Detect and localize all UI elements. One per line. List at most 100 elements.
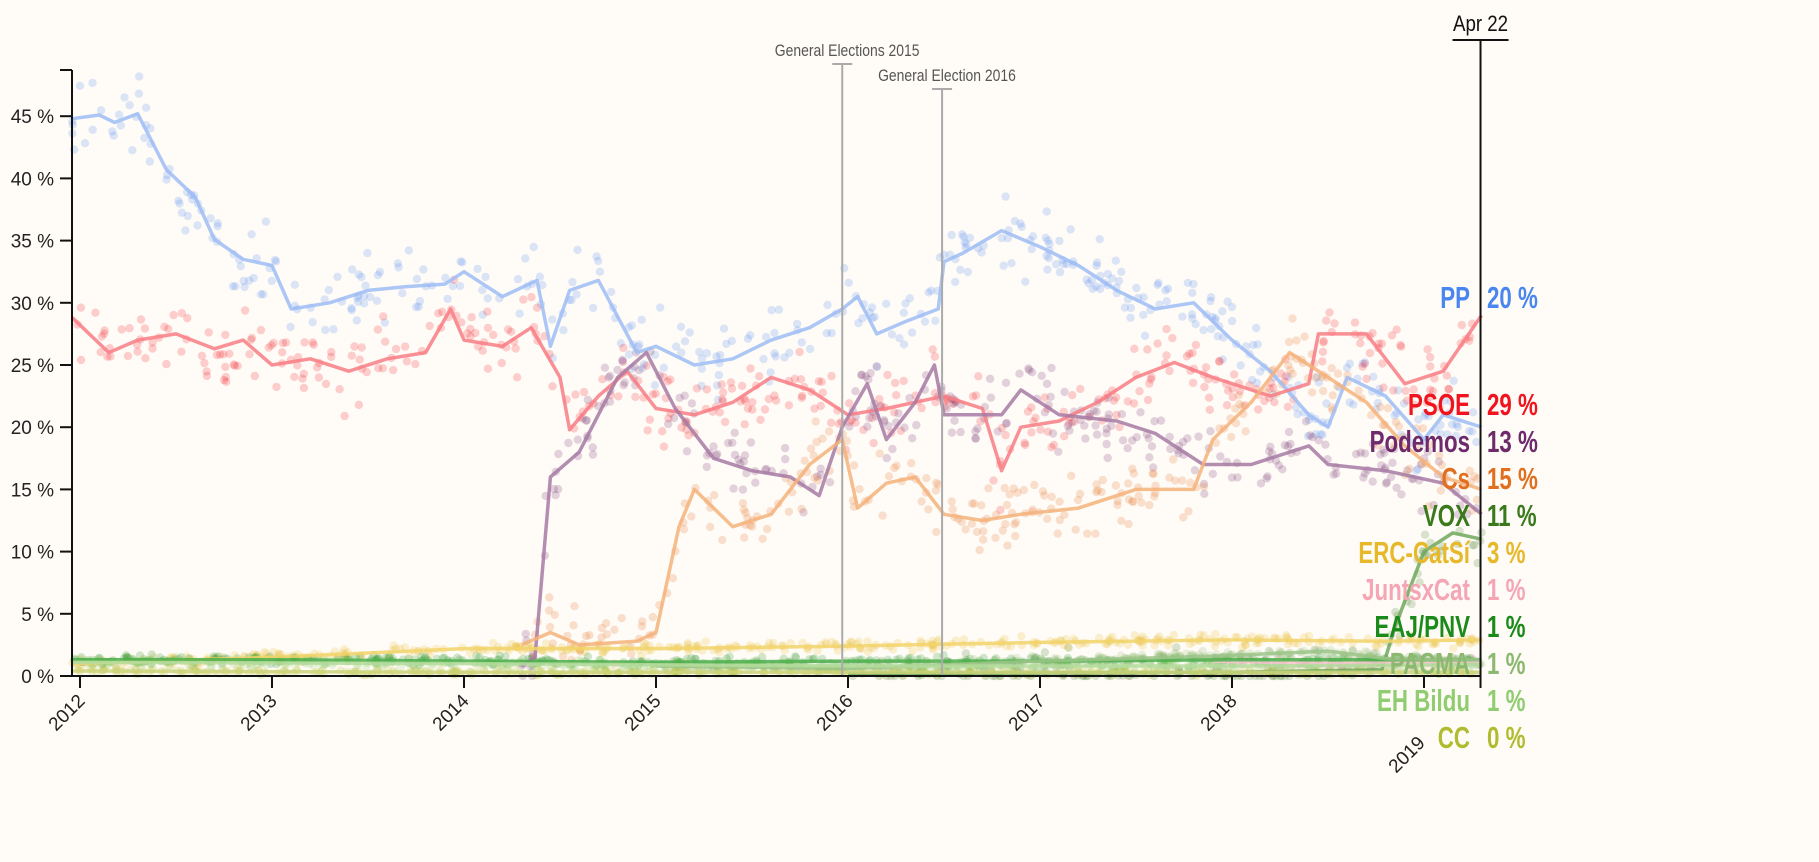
poll-dot: [1354, 386, 1363, 395]
poll-dot: [1092, 480, 1101, 489]
poll-dot: [571, 390, 580, 399]
poll-dot: [1055, 267, 1065, 277]
poll-dot: [1223, 297, 1232, 306]
poll-dot: [1472, 495, 1482, 504]
poll-dot: [1470, 540, 1479, 550]
poll-dot: [605, 371, 615, 381]
poll-dot: [888, 444, 897, 454]
poll-dot: [1098, 475, 1108, 485]
poll-dot: [818, 434, 827, 443]
poll-dot: [845, 399, 854, 408]
poll-dot: [1129, 497, 1138, 506]
poll-dot: [627, 649, 636, 658]
poll-dot: [827, 328, 836, 338]
poll-dot: [135, 72, 144, 81]
poll-dot: [597, 633, 606, 642]
poll-dot: [202, 367, 211, 376]
poll-dot: [1111, 393, 1121, 402]
poll-dot: [758, 534, 767, 544]
party-value: 29 %: [1487, 387, 1538, 421]
poll-dot: [1360, 469, 1370, 478]
poll-dot: [1188, 378, 1198, 388]
poll-dot: [607, 287, 616, 297]
poll-dot: [810, 473, 819, 482]
poll-dot: [642, 361, 651, 370]
poll-dot: [631, 392, 640, 402]
poll-dot: [1126, 313, 1135, 322]
poll-dot: [327, 352, 336, 362]
poll-dot: [1265, 384, 1274, 393]
poll-dot: [666, 375, 675, 384]
poll-dot: [1369, 372, 1378, 381]
poll-dot: [1227, 316, 1237, 326]
poll-dot: [950, 416, 959, 425]
poll-dot: [1137, 498, 1146, 507]
poll-dot: [1128, 436, 1137, 445]
poll-dot: [1392, 483, 1401, 492]
poll-dot: [324, 285, 333, 295]
trend-line-ehbildu: [72, 660, 1482, 668]
poll-dot: [1360, 449, 1370, 458]
poll-dot: [908, 434, 917, 443]
poll-dot: [1358, 359, 1367, 368]
poll-dot: [80, 139, 90, 148]
poll-dot: [1456, 501, 1465, 510]
poll-dot: [1227, 432, 1236, 442]
poll-dot: [1060, 387, 1069, 397]
poll-dot: [1139, 293, 1148, 302]
poll-dot: [702, 349, 712, 358]
poll-dot: [738, 499, 748, 508]
poll-dot: [722, 339, 731, 349]
poll-dot: [1447, 420, 1457, 429]
poll-dot: [1216, 452, 1225, 461]
poll-dot: [1365, 348, 1375, 358]
poll-dot: [1132, 433, 1141, 442]
poll-dot: [1387, 331, 1397, 340]
end-date-label: Apr 22: [1453, 13, 1508, 37]
poll-dot: [312, 363, 322, 372]
poll-dot: [466, 332, 475, 341]
poll-dot: [231, 282, 240, 291]
poll-dot: [106, 352, 115, 361]
poll-dot: [1001, 378, 1011, 387]
poll-dot: [541, 639, 551, 648]
poll-dot: [204, 328, 213, 337]
poll-dot: [1281, 631, 1291, 640]
poll-dot: [1463, 509, 1472, 519]
poll-dot: [535, 272, 545, 281]
poll-dot: [1037, 371, 1046, 380]
x-tick-label: 2017: [1005, 691, 1050, 736]
poll-dot: [511, 344, 520, 353]
poll-dot: [702, 462, 711, 472]
poll-dot: [967, 519, 977, 528]
poll-dot: [1172, 643, 1181, 652]
poll-dot: [281, 338, 291, 347]
poll-dot: [1003, 234, 1013, 243]
poll-dot: [784, 507, 794, 516]
poll-dot: [821, 638, 830, 647]
poll-dot: [895, 334, 904, 343]
poll-dot: [680, 391, 689, 400]
poll-dot: [1436, 486, 1446, 495]
poll-dot: [780, 353, 789, 362]
party-label: Podemos: [1370, 424, 1470, 458]
y-tick-label: 10 %: [11, 543, 54, 564]
poll-dot: [697, 354, 707, 363]
poll-dot: [583, 652, 593, 661]
poll-dot: [175, 199, 184, 208]
poll-dot: [1011, 531, 1020, 541]
poll-dot: [177, 309, 186, 318]
poll-dot: [512, 373, 522, 382]
poll-dot: [75, 81, 85, 91]
poll-dot: [977, 248, 986, 257]
poll-dot: [1407, 599, 1416, 609]
poll-dot: [847, 416, 856, 425]
poll-dot: [743, 334, 753, 343]
poll-dot: [1301, 417, 1311, 426]
poll-dot: [548, 382, 557, 391]
poll-dot: [755, 372, 764, 381]
poll-dot: [658, 427, 667, 436]
poll-dot: [1075, 489, 1085, 499]
poll-dot: [290, 372, 299, 382]
